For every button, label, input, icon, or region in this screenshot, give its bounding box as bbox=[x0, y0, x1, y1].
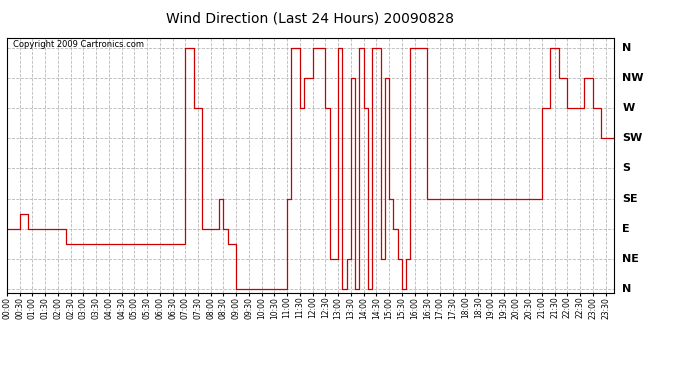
Text: N: N bbox=[622, 43, 631, 52]
Text: SE: SE bbox=[622, 194, 638, 204]
Text: E: E bbox=[622, 224, 630, 234]
Text: S: S bbox=[622, 164, 631, 173]
Text: Wind Direction (Last 24 Hours) 20090828: Wind Direction (Last 24 Hours) 20090828 bbox=[166, 11, 455, 25]
Text: Copyright 2009 Cartronics.com: Copyright 2009 Cartronics.com bbox=[13, 40, 144, 49]
Text: NE: NE bbox=[622, 254, 640, 264]
Text: N: N bbox=[622, 284, 631, 294]
Text: SW: SW bbox=[622, 133, 642, 143]
Text: W: W bbox=[622, 103, 635, 113]
Text: NW: NW bbox=[622, 73, 644, 83]
